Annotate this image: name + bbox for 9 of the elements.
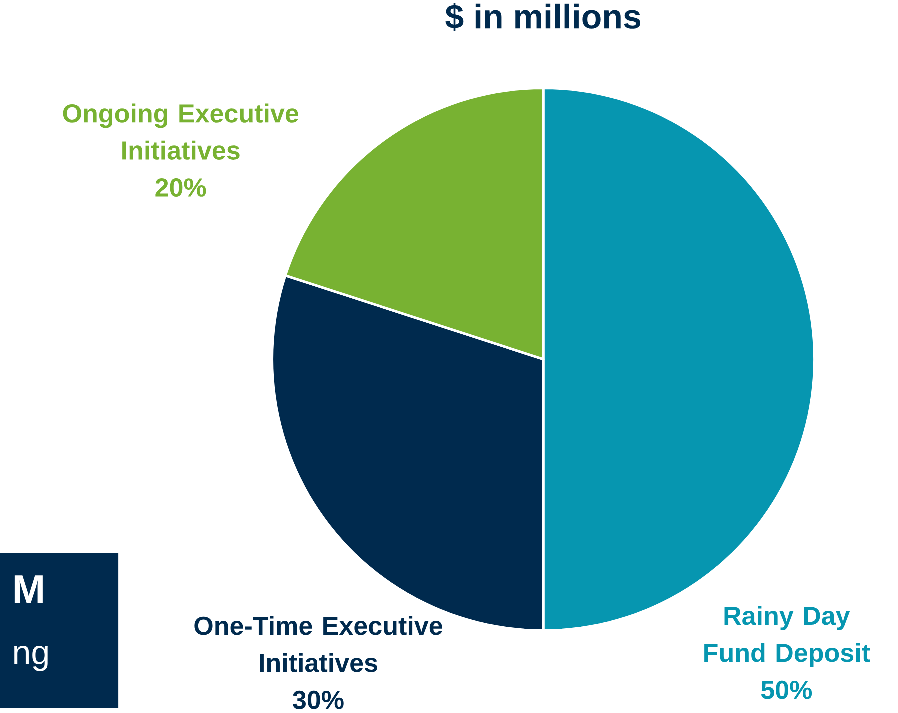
data-label: 20%: [156, 178, 206, 198]
data-label: 50%: [761, 681, 812, 700]
slice-label: Rainy Day Fund Deposit: [704, 606, 870, 668]
chart-title: $ in millions: [446, 3, 640, 32]
data-label: 30%: [293, 691, 344, 710]
slice-label: Ongoing Executive Initiatives: [63, 104, 299, 160]
slice-label: One-Time Executive Initiatives: [194, 616, 442, 672]
text: ng: [14, 646, 48, 672]
text: M: [14, 576, 43, 604]
